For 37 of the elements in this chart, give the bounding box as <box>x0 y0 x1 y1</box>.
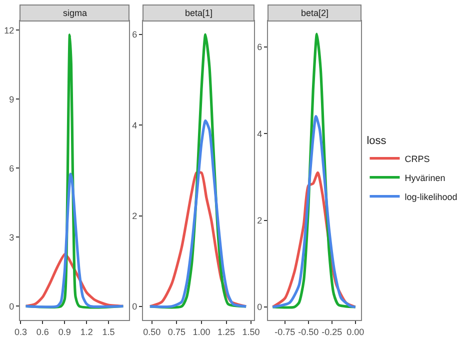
y-tick-label: 6 <box>132 30 138 40</box>
legend-label: Hyvärinen <box>404 172 446 183</box>
chart-title: sigma <box>63 8 88 18</box>
y-tick-label: 2 <box>257 215 262 226</box>
x-tick-label: 0.9 <box>58 326 71 337</box>
y-tick-label: 0 <box>132 302 138 312</box>
line-series <box>271 115 357 308</box>
x-tick-label: 1.00 <box>192 326 210 337</box>
x-tick-label: 0.50 <box>143 326 161 337</box>
line-series <box>148 119 248 308</box>
legend-title: loss <box>366 134 387 147</box>
x-tick-label: 0.00 <box>346 326 364 337</box>
legend-label: log-likelihood <box>404 192 458 202</box>
y-tick-label: 0 <box>9 301 14 312</box>
x-tick-label: 1.5 <box>102 326 115 337</box>
x-tick-label: -0.75 <box>274 326 296 337</box>
x-tick-label: -0.50 <box>298 326 319 337</box>
x-tick-label: -0.25 <box>322 326 342 337</box>
y-tick-label: 6 <box>257 42 262 52</box>
chart-title: beta[2] <box>301 8 329 18</box>
x-tick-label: 1.50 <box>242 326 260 337</box>
x-tick-label: 1.25 <box>217 326 236 337</box>
chart-title: beta[1] <box>185 8 213 18</box>
x-tick-label: 0.6 <box>36 326 49 337</box>
y-tick-label: 4 <box>257 128 262 139</box>
y-tick-label: 4 <box>132 120 138 130</box>
line-series <box>24 172 124 308</box>
x-tick-label: 0.75 <box>168 326 186 337</box>
y-tick-label: 0 <box>257 302 262 312</box>
y-tick-label: 2 <box>132 210 138 221</box>
y-tick-label: 12 <box>4 25 14 36</box>
y-tick-label: 3 <box>9 232 14 242</box>
x-tick-label: 1.2 <box>80 326 93 337</box>
legend-label: CRPS <box>404 154 430 164</box>
y-tick-label: 9 <box>9 94 14 104</box>
y-tick-label: 6 <box>9 163 14 174</box>
x-tick-label: 0.3 <box>14 326 27 337</box>
